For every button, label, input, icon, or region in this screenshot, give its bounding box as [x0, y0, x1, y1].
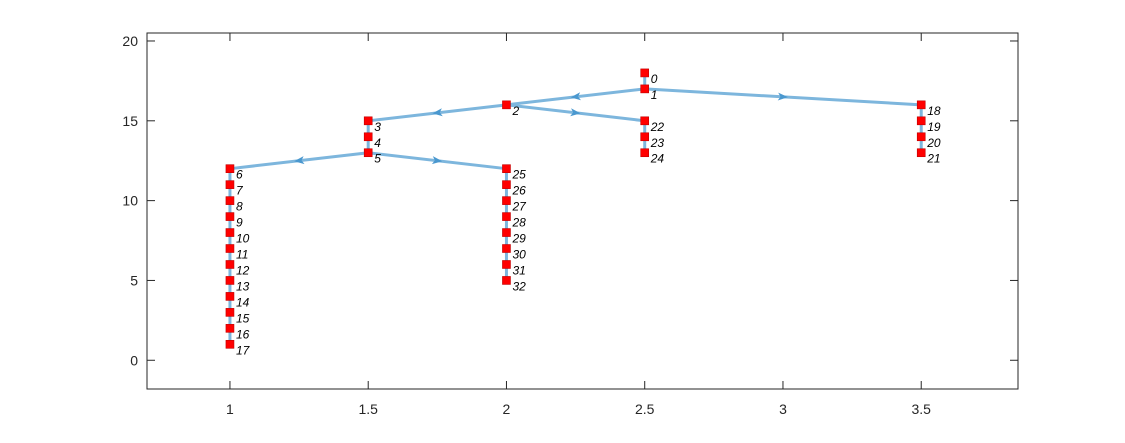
node-29: [502, 228, 511, 237]
node-25: [502, 164, 511, 173]
arrowhead-shape: [570, 92, 582, 101]
node-1: [640, 84, 650, 94]
node-31: [502, 260, 511, 269]
x-tick-label-1.5: 1.5: [358, 401, 378, 417]
node-label-16: 16: [236, 327, 250, 341]
node-4: [363, 132, 373, 142]
node-18: [916, 100, 926, 110]
arrow-5-25: [431, 156, 443, 165]
node-label-4: 4: [374, 136, 381, 150]
node-label-30: 30: [512, 248, 526, 262]
arrow-2-3: [432, 108, 443, 117]
node-label-12: 12: [236, 263, 250, 277]
y-tick-label-20: 20: [122, 33, 138, 49]
node-label-24: 24: [650, 152, 665, 166]
arrow-2-22: [570, 108, 581, 117]
node-label-3: 3: [374, 120, 381, 134]
nodes-layer: [225, 68, 926, 349]
node-label-0: 0: [651, 72, 658, 86]
node-32: [502, 276, 511, 285]
node-label-22: 22: [650, 120, 665, 134]
node-label-20: 20: [926, 136, 941, 150]
x-tick-label-3: 3: [779, 401, 787, 417]
arrowhead-shape: [294, 156, 305, 165]
node-label-1: 1: [651, 88, 658, 102]
node-label-7: 7: [236, 184, 244, 198]
node-label-19: 19: [927, 120, 941, 134]
node-label-32: 32: [512, 279, 526, 293]
node-label-9: 9: [236, 216, 243, 230]
node-labels-layer: 0123456789101112131415161718192021222324…: [236, 72, 941, 357]
node-label-29: 29: [511, 232, 526, 246]
x-tick-label-2: 2: [503, 401, 511, 417]
node-label-13: 13: [236, 279, 250, 293]
node-22: [640, 116, 650, 126]
node-8: [225, 196, 235, 205]
node-19: [916, 116, 926, 126]
arrow-1-2: [570, 92, 582, 101]
x-tick-label-2.5: 2.5: [635, 401, 655, 417]
node-label-27: 27: [511, 200, 527, 214]
node-23: [640, 132, 650, 142]
arrows-layer: [294, 92, 788, 165]
y-tick-label-10: 10: [122, 193, 138, 209]
node-14: [225, 292, 235, 301]
node-label-2: 2: [511, 104, 519, 118]
node-17: [225, 340, 235, 349]
node-24: [640, 148, 650, 158]
node-26: [502, 180, 511, 189]
node-label-15: 15: [236, 311, 250, 325]
node-5: [363, 148, 373, 158]
node-label-21: 21: [926, 152, 940, 166]
node-label-14: 14: [236, 295, 250, 309]
arrow-1-18: [777, 92, 788, 101]
node-7: [225, 180, 235, 189]
y-tick-label-15: 15: [122, 113, 138, 129]
arrowhead-shape: [431, 156, 443, 165]
node-label-17: 17: [236, 343, 251, 357]
node-label-10: 10: [236, 232, 250, 246]
x-tick-label-1: 1: [226, 401, 234, 417]
node-9: [225, 212, 235, 221]
node-label-23: 23: [650, 136, 665, 150]
node-11: [225, 244, 235, 253]
node-20: [916, 132, 926, 142]
node-12: [225, 260, 235, 269]
node-3: [363, 116, 373, 126]
y-tick-label-5: 5: [130, 272, 138, 288]
node-28: [502, 212, 511, 221]
arrow-5-6: [294, 156, 305, 165]
node-label-18: 18: [927, 104, 941, 118]
node-2: [502, 100, 511, 110]
node-label-31: 31: [512, 263, 525, 277]
arrowhead-shape: [570, 108, 581, 117]
arrowhead-shape: [777, 92, 788, 101]
x-tick-label-3.5: 3.5: [911, 401, 931, 417]
node-13: [225, 276, 235, 285]
node-label-25: 25: [511, 168, 526, 182]
node-label-8: 8: [236, 200, 243, 214]
node-15: [225, 308, 235, 317]
node-21: [916, 148, 926, 158]
node-label-11: 11: [236, 248, 248, 262]
node-label-26: 26: [511, 184, 526, 198]
node-label-28: 28: [511, 216, 526, 230]
node-6: [225, 164, 235, 173]
axes-box: [146, 32, 1019, 390]
node-27: [502, 196, 511, 205]
node-10: [225, 228, 235, 237]
plot-area: [147, 33, 1018, 389]
node-label-5: 5: [374, 152, 381, 166]
node-0: [640, 68, 650, 78]
node-30: [502, 244, 511, 253]
node-16: [225, 324, 235, 333]
y-tick-label-0: 0: [130, 352, 138, 368]
arrowhead-shape: [432, 108, 443, 117]
node-label-6: 6: [236, 168, 243, 182]
